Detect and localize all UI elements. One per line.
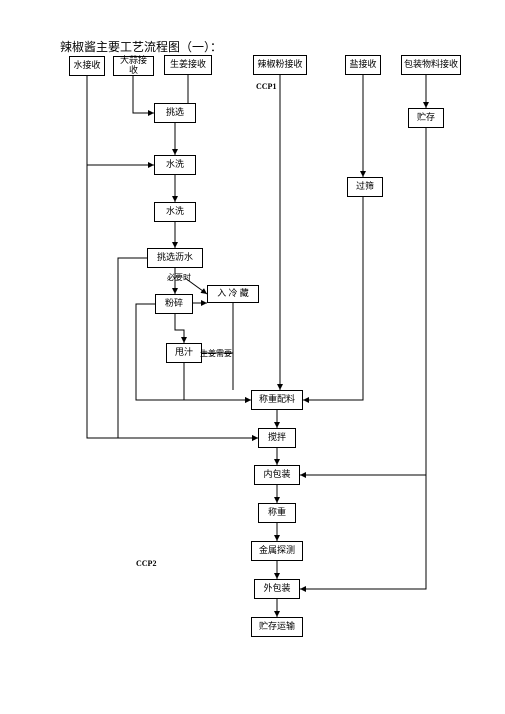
node-n_pick: 挑选 xyxy=(154,103,196,123)
edge xyxy=(303,197,363,400)
node-n_salt: 盐接收 xyxy=(345,55,381,75)
edge xyxy=(300,475,426,589)
flowchart-canvas: 辣椒酱主要工艺流程图（一）： 水接收大蒜接收生姜接收 辣椒粉接收 盐接收包装物料接收… xyxy=(0,0,505,714)
edge xyxy=(175,314,184,343)
node-n_ship: 贮存运输 xyxy=(251,617,303,637)
node-n_water: 水接收 xyxy=(69,56,105,76)
label-l_ccp1: CCP1 xyxy=(256,82,276,91)
node-n_grind: 粉碎 xyxy=(155,294,193,314)
node-n_weigh2: 称重 xyxy=(258,503,296,523)
node-n_powder: 辣椒粉接收 xyxy=(253,55,307,75)
node-n_metal: 金属探测 xyxy=(251,541,303,561)
label-l_ds: 必要时 xyxy=(167,272,191,283)
edge xyxy=(133,76,154,113)
node-n_wash1: 水洗 xyxy=(154,155,196,175)
node-n_wash2: 水洗 xyxy=(154,202,196,222)
edge xyxy=(184,363,251,400)
node-n_sieve: 过筛 xyxy=(347,177,383,197)
diagram-title: 辣椒酱主要工艺流程图（一）： xyxy=(60,38,222,55)
node-n_drain: 挑选沥水 xyxy=(147,248,203,268)
node-n_juice: 甩汁 xyxy=(166,343,202,363)
node-n_ginger: 生姜接收 xyxy=(164,55,212,75)
label-l_gj: 生姜需要 xyxy=(200,348,232,359)
edge xyxy=(87,76,154,165)
node-n_garlic: 大蒜接收 xyxy=(113,56,154,76)
node-n_weigh: 称重配料 xyxy=(251,390,303,410)
node-n_outer: 外包装 xyxy=(254,579,300,599)
node-n_mix: 搅拌 xyxy=(258,428,296,448)
label-l_ccp2: CCP2 xyxy=(136,559,156,568)
node-n_store1: 贮存 xyxy=(408,108,444,128)
node-n_inner: 内包装 xyxy=(254,465,300,485)
node-n_cool: 入 冷 藏 xyxy=(207,285,259,303)
node-n_pack: 包装物料接收 xyxy=(401,55,461,75)
